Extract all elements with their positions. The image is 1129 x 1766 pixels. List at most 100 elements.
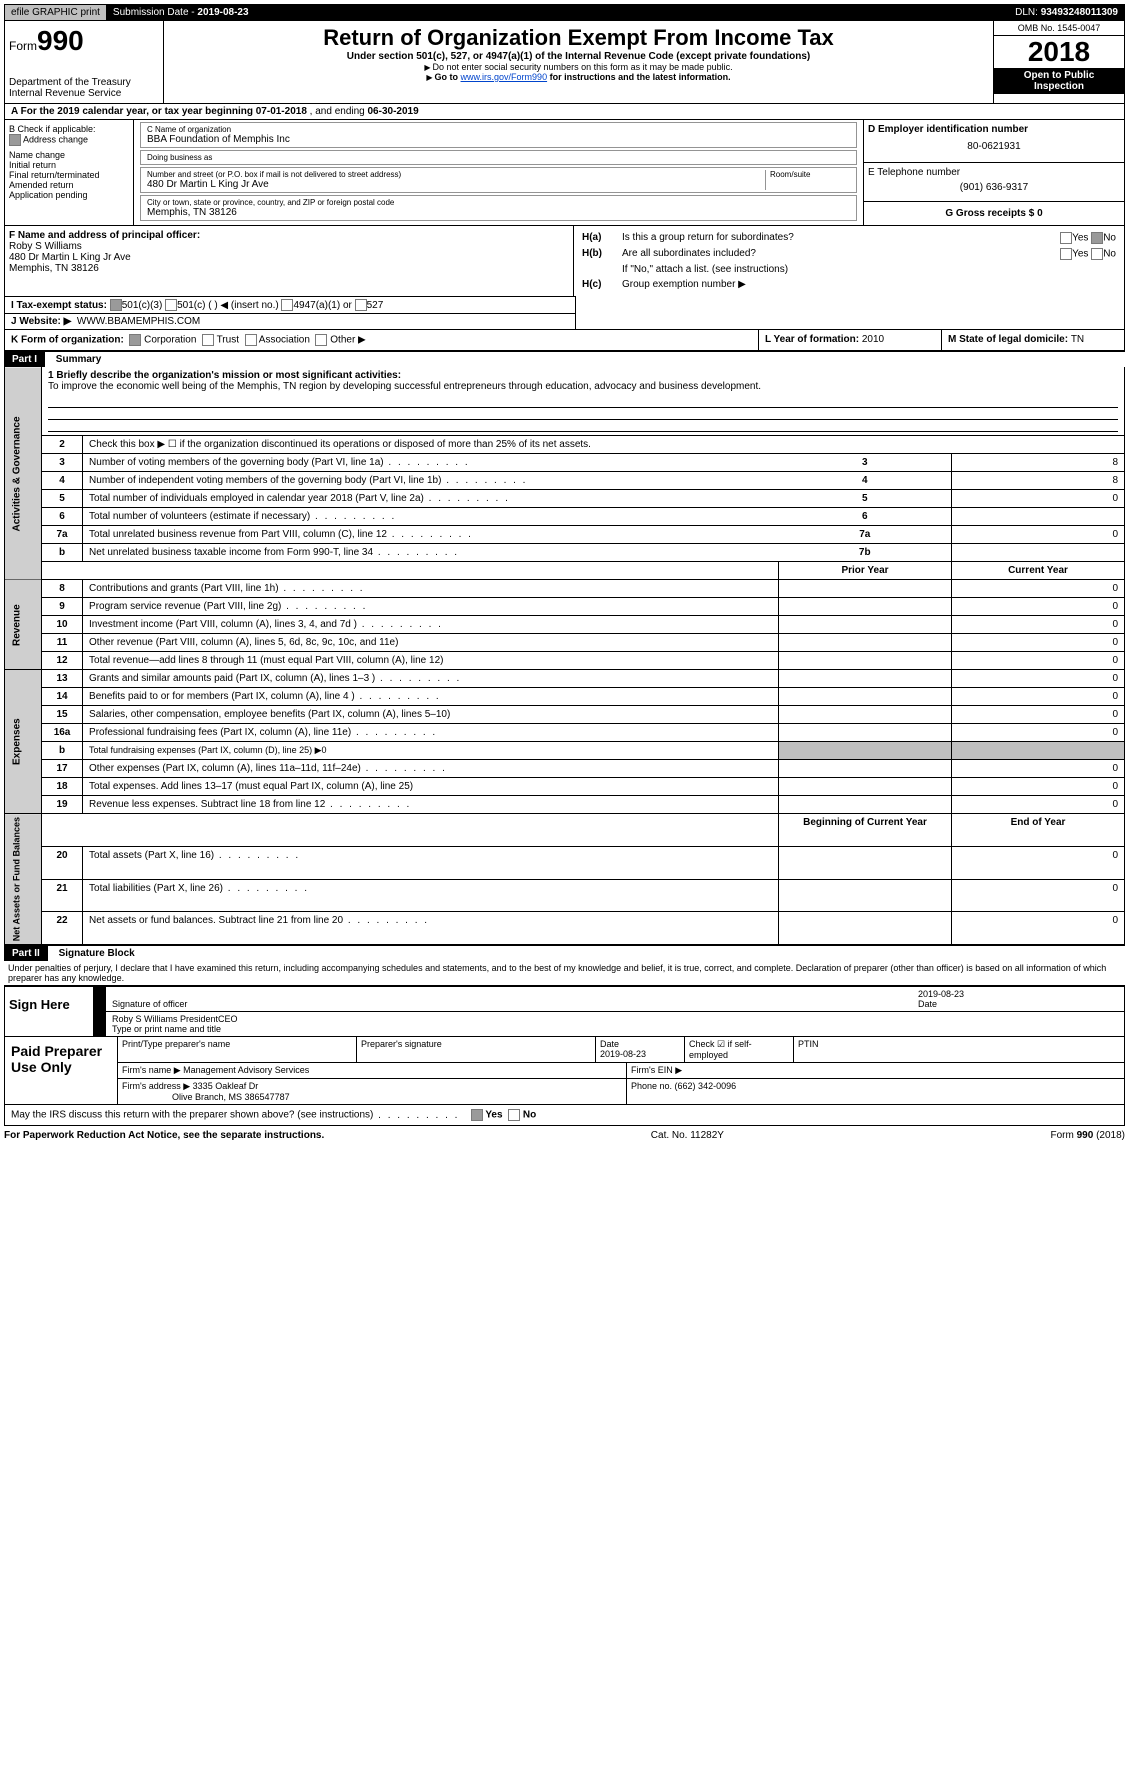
discuss-text: May the IRS discuss this return with the… [11, 1110, 459, 1121]
header-mid: Return of Organization Exempt From Incom… [164, 21, 994, 103]
e15t: Salaries, other compensation, employee b… [83, 706, 779, 724]
i-527-chk[interactable] [355, 299, 367, 311]
line-a-begin: 07-01-2018 [256, 106, 307, 117]
dln-label: DLN: [1015, 7, 1041, 18]
k-trust-chk[interactable] [202, 334, 214, 346]
rt2rn: 5 [779, 490, 952, 508]
discuss-row: May the IRS discuss this return with the… [4, 1105, 1125, 1126]
e15n: 15 [42, 706, 83, 724]
hb-label: H(b) [582, 248, 622, 260]
top-bar: efile GRAPHIC print Submission Date - 20… [4, 4, 1125, 21]
rt1rn: 4 [779, 472, 952, 490]
col-b: B Check if applicable: Address change Na… [5, 120, 134, 225]
side-act-gov: Activities & Governance [5, 367, 42, 580]
e19t: Revenue less expenses. Subtract line 18 … [83, 796, 779, 814]
i-501c: 501(c) ( ) ◀ (insert no.) [177, 300, 279, 311]
k-corp-chk[interactable] [129, 334, 141, 346]
prep-date: 2019-08-23 [600, 1049, 646, 1059]
rt5t: Net unrelated business taxable income fr… [83, 544, 779, 562]
street-label: Number and street (or P.O. box if mail i… [147, 170, 765, 179]
i-501c3-chk[interactable] [110, 299, 122, 311]
rt4rn: 7a [779, 526, 952, 544]
n22c: 0 [952, 912, 1125, 945]
e13c: 0 [952, 670, 1125, 688]
firm-ein-lbl: Firm's EIN ▶ [627, 1063, 1124, 1078]
col-b-label: B Check if applicable: [9, 124, 129, 134]
header-left: Form990 Department of the Treasury Inter… [5, 21, 164, 103]
j-value: WWW.BBAMEMPHIS.COM [77, 316, 200, 327]
n20n: 20 [42, 846, 83, 879]
rt0n: 3 [42, 454, 83, 472]
rt2n: 5 [42, 490, 83, 508]
line1-label: 1 Briefly describe the organization's mi… [48, 370, 401, 381]
k-other-chk[interactable] [315, 334, 327, 346]
k-label: K Form of organization: [11, 335, 124, 346]
b-address: Address change [23, 134, 88, 144]
i-501c-chk[interactable] [165, 299, 177, 311]
hb-yes-chk[interactable] [1060, 248, 1072, 260]
irs-label: Internal Revenue Service [9, 88, 159, 99]
e18t: Total expenses. Add lines 13–17 (must eq… [83, 778, 779, 796]
r10n: 10 [42, 616, 83, 634]
check-self: Check ☑ if self-employed [685, 1037, 794, 1062]
r8n: 8 [42, 580, 83, 598]
box-street: Number and street (or P.O. box if mail i… [140, 167, 857, 193]
hdr-curr: Current Year [952, 562, 1125, 580]
omb-number: OMB No. 1545-0047 [994, 21, 1124, 36]
part1-title: Summary [48, 354, 102, 365]
line2: Check this box ▶ ☐ if the organization d… [83, 436, 1125, 454]
l-label: L Year of formation: [765, 334, 862, 345]
date-lbl: Date [918, 999, 937, 1009]
rt4v: 0 [952, 526, 1125, 544]
box-name: C Name of organization BBA Foundation of… [140, 122, 857, 148]
discuss-no-chk[interactable] [508, 1109, 520, 1121]
rt0t: Number of voting members of the governin… [83, 454, 779, 472]
r10t: Investment income (Part VIII, column (A)… [83, 616, 779, 634]
discuss-yes-chk[interactable] [471, 1109, 483, 1121]
e16an: 16a [42, 724, 83, 742]
e-label: E Telephone number [868, 167, 1120, 178]
box-dba: Doing business as [140, 150, 857, 165]
firm-phone-lbl: Phone no. [631, 1081, 675, 1091]
chk-address[interactable] [9, 134, 21, 146]
room-label: Room/suite [770, 170, 850, 179]
g-label: G Gross receipts $ 0 [945, 208, 1042, 219]
footer-left: For Paperwork Reduction Act Notice, see … [4, 1130, 324, 1141]
ha-yes-chk[interactable] [1060, 232, 1072, 244]
part1-table: Activities & Governance 1 Briefly descri… [4, 367, 1125, 945]
rt3v [952, 508, 1125, 526]
b-pending: Application pending [9, 190, 129, 200]
rt4t: Total unrelated business revenue from Pa… [83, 526, 779, 544]
ein-value: 80-0621931 [868, 135, 1120, 158]
submission-label: Submission Date - [113, 7, 197, 18]
part2-title: Signature Block [51, 948, 135, 959]
f-name: Roby S Williams [9, 241, 82, 252]
form-number: 990 [37, 25, 84, 56]
hb-yes: Yes [1072, 249, 1088, 260]
e14p [779, 688, 952, 706]
type-name-lbl: Type or print name and title [112, 1024, 221, 1034]
e18c: 0 [952, 778, 1125, 796]
n22n: 22 [42, 912, 83, 945]
efile-print-button[interactable]: efile GRAPHIC print [5, 5, 107, 20]
rt0rn: 3 [779, 454, 952, 472]
ha-yes: Yes [1072, 233, 1088, 244]
irs-link[interactable]: www.irs.gov/Form990 [461, 72, 548, 82]
form-inst2: Go to www.irs.gov/Form990 for instructio… [168, 72, 989, 82]
col-de: D Employer identification number 80-0621… [863, 120, 1124, 225]
line-a-end: 06-30-2019 [368, 106, 419, 117]
e19c: 0 [952, 796, 1125, 814]
r9t: Program service revenue (Part VIII, line… [83, 598, 779, 616]
ha-no: No [1103, 233, 1116, 244]
sig-date: 2019-08-23 [918, 989, 964, 999]
j-label: J Website: ▶ [11, 316, 71, 327]
hb-no-chk[interactable] [1091, 248, 1103, 260]
r12c: 0 [952, 652, 1125, 670]
inst2-post: for instructions and the latest informat… [547, 72, 731, 82]
ha-no-chk[interactable] [1091, 232, 1103, 244]
i-4947-chk[interactable] [281, 299, 293, 311]
prep-sig-lbl: Preparer's signature [357, 1037, 596, 1062]
k-assoc-chk[interactable] [245, 334, 257, 346]
e18n: 18 [42, 778, 83, 796]
dln-value: 93493248011309 [1041, 7, 1118, 18]
